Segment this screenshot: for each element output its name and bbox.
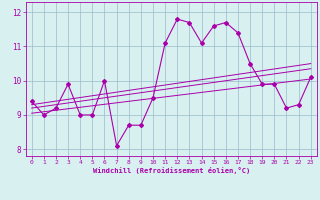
X-axis label: Windchill (Refroidissement éolien,°C): Windchill (Refroidissement éolien,°C) <box>92 167 250 174</box>
